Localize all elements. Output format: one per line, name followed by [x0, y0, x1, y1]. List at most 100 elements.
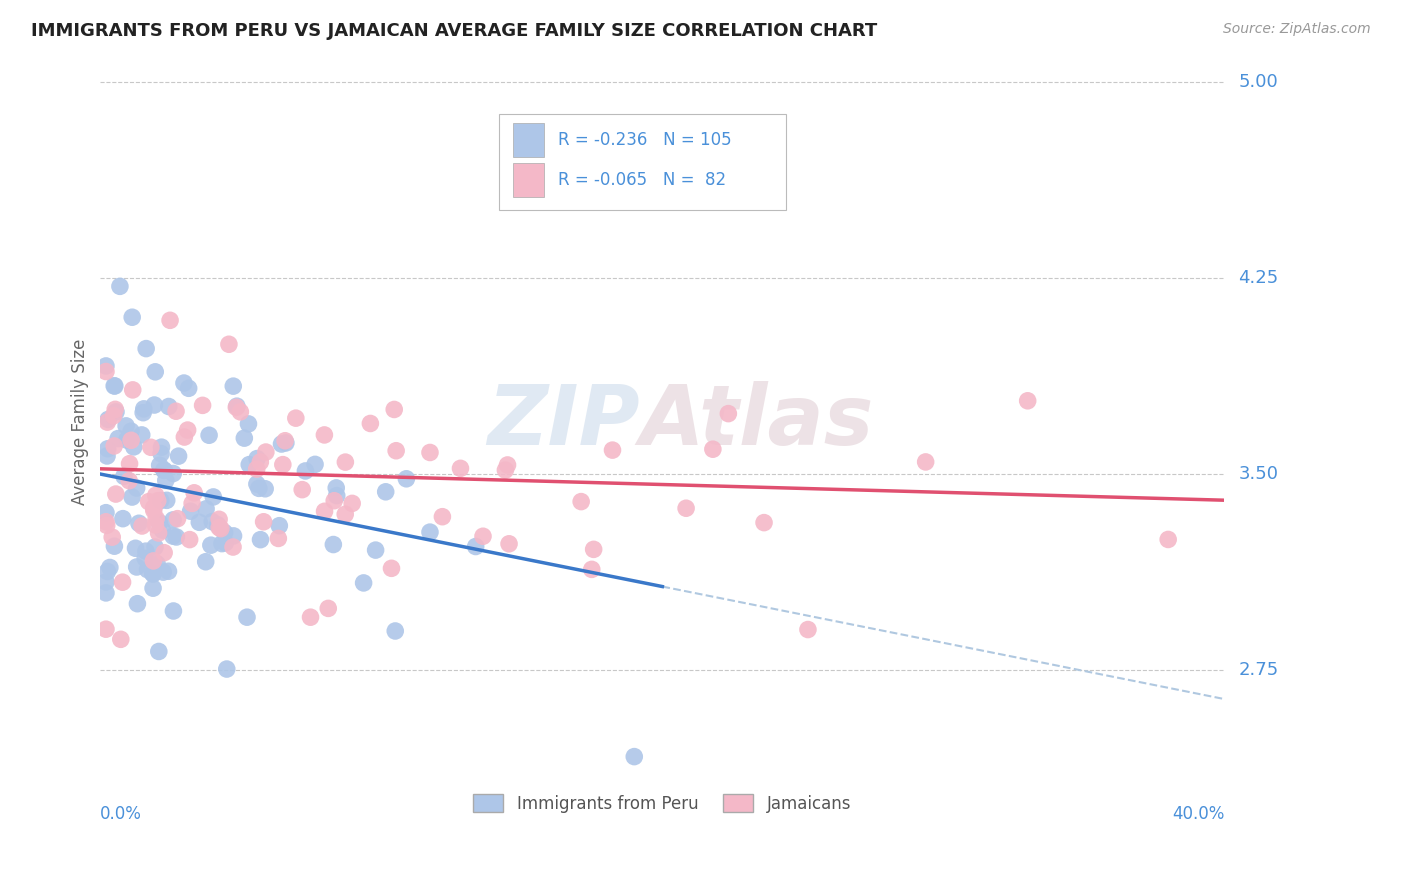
- Point: [1017, 393, 1039, 408]
- Point: [201, 515, 224, 529]
- Bar: [513, 123, 544, 157]
- Point: [128, 516, 150, 531]
- Point: [176, 423, 198, 437]
- Point: [120, 434, 142, 448]
- Text: R = -0.065   N =  82: R = -0.065 N = 82: [558, 171, 725, 189]
- Point: [98, 560, 121, 574]
- FancyBboxPatch shape: [499, 114, 786, 210]
- Point: [96, 449, 118, 463]
- Point: [419, 525, 441, 540]
- Point: [96, 415, 118, 429]
- Point: [364, 543, 387, 558]
- Point: [432, 509, 454, 524]
- Point: [208, 512, 231, 526]
- Point: [101, 530, 124, 544]
- Text: Source: ZipAtlas.com: Source: ZipAtlas.com: [1223, 22, 1371, 37]
- Point: [157, 400, 180, 414]
- Point: [464, 540, 486, 554]
- Point: [136, 563, 159, 577]
- Point: [353, 576, 375, 591]
- Point: [291, 483, 314, 497]
- Point: [97, 442, 120, 456]
- Point: [138, 494, 160, 508]
- Point: [115, 433, 138, 447]
- Point: [96, 565, 118, 579]
- Legend: Immigrants from Peru, Jamaicans: Immigrants from Peru, Jamaicans: [467, 788, 858, 820]
- Point: [179, 533, 201, 547]
- Text: 4.25: 4.25: [1239, 268, 1278, 287]
- Point: [322, 537, 344, 551]
- Point: [165, 404, 187, 418]
- Point: [103, 409, 125, 423]
- Point: [496, 458, 519, 472]
- Point: [127, 597, 149, 611]
- Point: [1157, 533, 1180, 547]
- Point: [153, 546, 176, 560]
- Point: [94, 515, 117, 529]
- Point: [717, 407, 740, 421]
- Point: [249, 533, 271, 547]
- Point: [121, 310, 143, 325]
- Point: [153, 463, 176, 477]
- Point: [323, 493, 346, 508]
- Point: [236, 610, 259, 624]
- Point: [395, 472, 418, 486]
- Point: [124, 541, 146, 556]
- Point: [103, 379, 125, 393]
- Point: [142, 503, 165, 517]
- Text: 2.75: 2.75: [1239, 661, 1278, 680]
- Point: [142, 567, 165, 582]
- Point: [104, 402, 127, 417]
- Point: [267, 532, 290, 546]
- Point: [118, 474, 141, 488]
- Point: [131, 519, 153, 533]
- Point: [254, 445, 277, 459]
- Point: [211, 536, 233, 550]
- Text: 3.50: 3.50: [1239, 465, 1278, 483]
- Point: [450, 461, 472, 475]
- Point: [208, 521, 231, 535]
- Point: [153, 463, 176, 477]
- Point: [299, 610, 322, 624]
- Point: [173, 376, 195, 390]
- Point: [233, 431, 256, 445]
- Point: [146, 557, 169, 571]
- Point: [183, 485, 205, 500]
- Point: [167, 449, 190, 463]
- Point: [157, 564, 180, 578]
- Point: [246, 477, 269, 491]
- Point: [581, 562, 603, 576]
- Point: [222, 379, 245, 393]
- Point: [247, 481, 270, 495]
- Point: [143, 398, 166, 412]
- Point: [104, 379, 127, 393]
- Point: [382, 402, 405, 417]
- Point: [103, 539, 125, 553]
- Y-axis label: Average Family Size: Average Family Size: [72, 339, 89, 505]
- Point: [325, 489, 347, 503]
- Point: [146, 493, 169, 508]
- Point: [314, 428, 336, 442]
- Point: [148, 644, 170, 658]
- Point: [139, 440, 162, 454]
- Point: [274, 434, 297, 448]
- Point: [385, 443, 408, 458]
- Point: [142, 500, 165, 515]
- Point: [335, 455, 357, 469]
- Point: [97, 412, 120, 426]
- Point: [222, 529, 245, 543]
- Point: [214, 525, 236, 540]
- Point: [148, 516, 170, 530]
- Point: [135, 544, 157, 558]
- Text: 5.00: 5.00: [1239, 72, 1278, 91]
- Point: [181, 496, 204, 510]
- Point: [94, 586, 117, 600]
- Point: [142, 581, 165, 595]
- Point: [269, 518, 291, 533]
- Bar: [513, 163, 544, 197]
- Point: [162, 529, 184, 543]
- Point: [274, 436, 297, 450]
- Point: [254, 482, 277, 496]
- Point: [108, 279, 131, 293]
- Point: [150, 447, 173, 461]
